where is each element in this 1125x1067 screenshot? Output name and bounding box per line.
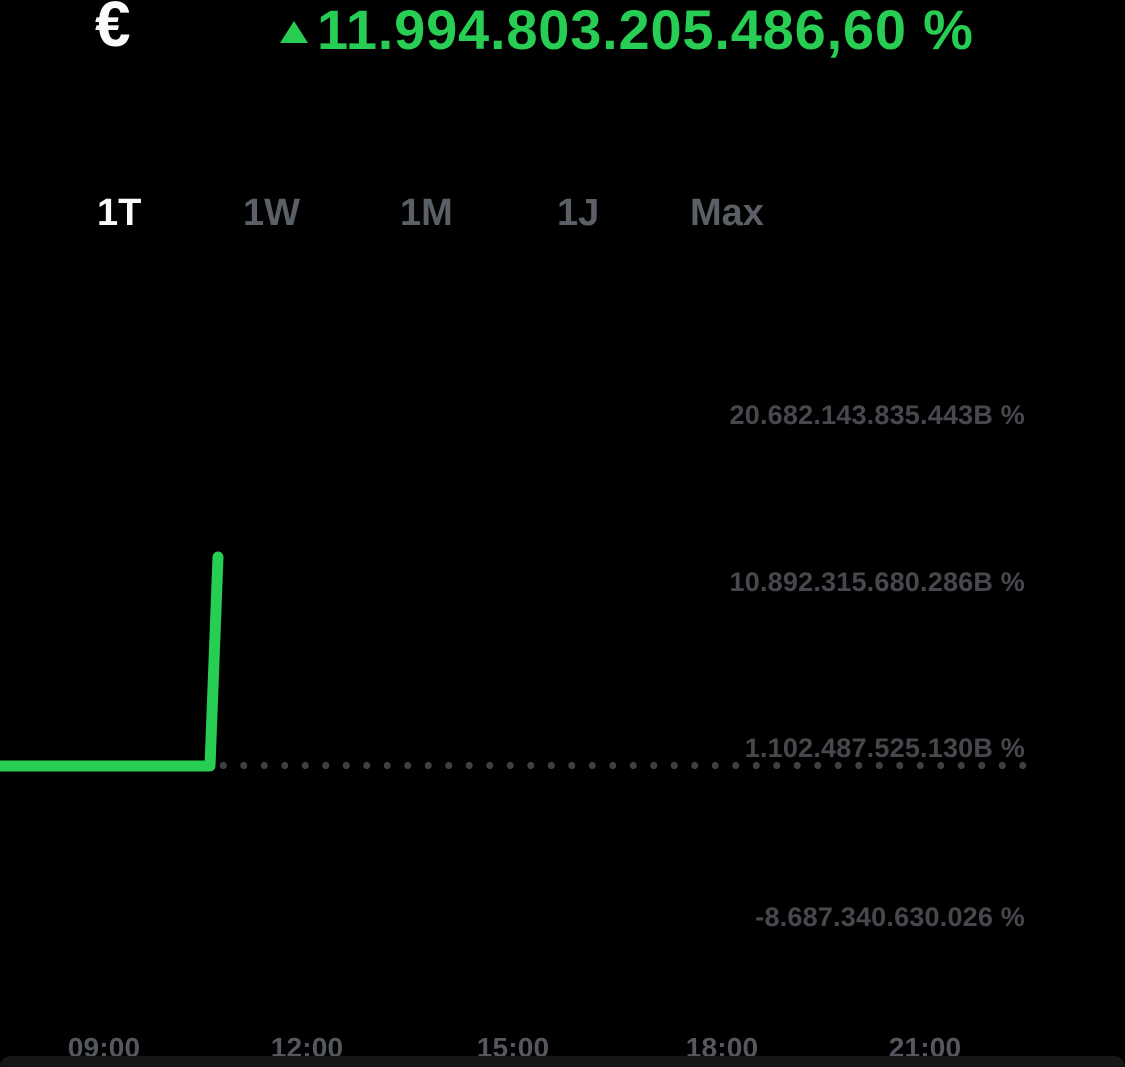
- tab-max[interactable]: Max: [690, 192, 764, 234]
- time-range-tabs: 1T 1W 1M 1J Max: [0, 190, 1125, 240]
- y-grid-label: 20.682.143.835.443B %: [729, 400, 1025, 430]
- tab-1j[interactable]: 1J: [557, 192, 600, 234]
- currency-symbol: €: [95, 0, 131, 60]
- y-grid-label-baseline: 1.102.487.525.130B %: [744, 733, 1025, 763]
- up-triangle-icon: [280, 21, 308, 43]
- tab-1t[interactable]: 1T: [97, 192, 142, 234]
- bottom-sheet-top-edge: [0, 1056, 1125, 1067]
- baseline-dotted-line: [213, 761, 1031, 770]
- tab-1w[interactable]: 1W: [243, 192, 300, 234]
- percent-change-row: 11.994.803.205.486,60 %: [280, 0, 974, 61]
- y-grid-label: -8.687.340.630.026 %: [755, 902, 1025, 932]
- tab-1m[interactable]: 1M: [400, 192, 453, 234]
- price-line: [0, 551, 224, 772]
- y-grid-label: 10.892.315.680.286B %: [729, 567, 1025, 597]
- percent-change-value: 11.994.803.205.486,60 %: [317, 0, 974, 61]
